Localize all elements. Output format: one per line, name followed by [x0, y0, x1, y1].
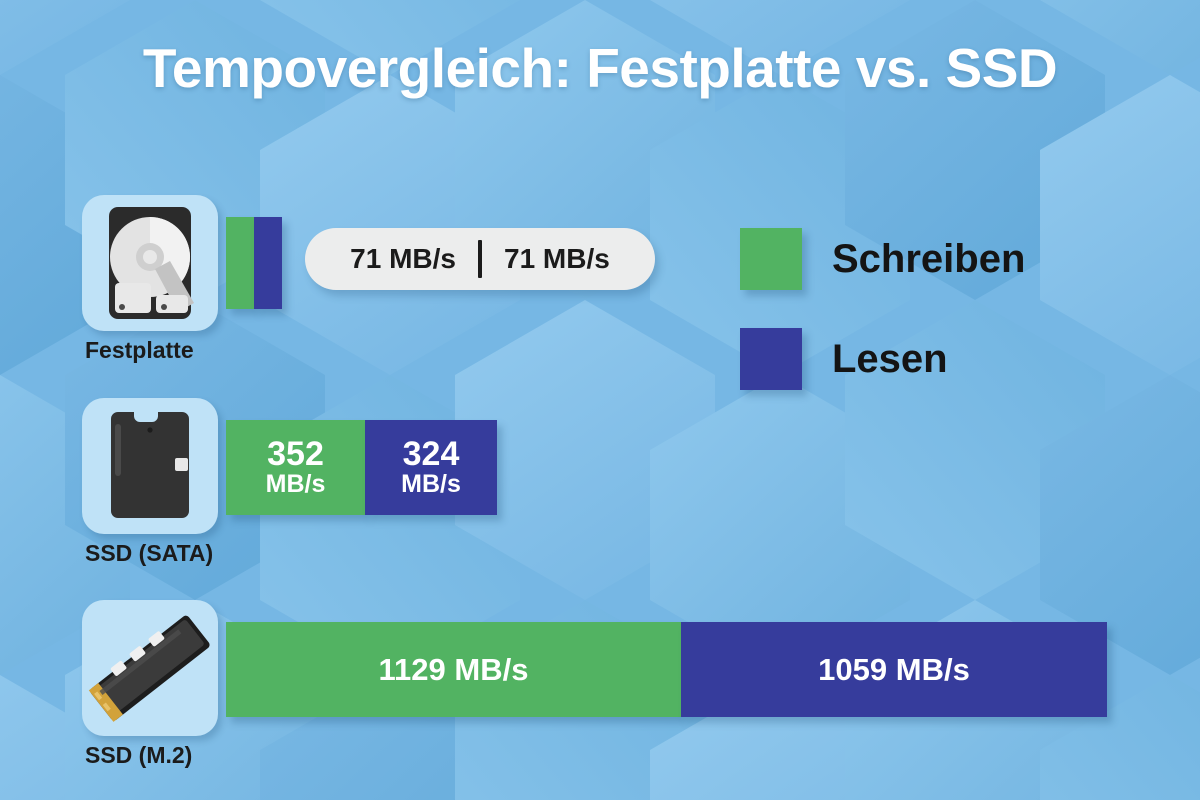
bar-read-unit-ssd-sata: MB/s — [401, 470, 461, 499]
bar-write-label-ssd-m2: 1129 MB/s — [378, 651, 529, 687]
pill-write-value: 71 MB/s — [350, 243, 456, 274]
bar-write-ssd-m2: 1129 MB/s — [226, 622, 681, 717]
bar-read-festplatte — [254, 217, 282, 309]
sata-ssd-icon-tile — [82, 398, 218, 534]
bar-read-ssd-sata: 324 MB/s — [365, 420, 497, 515]
value-pill-festplatte: 71 MB/s 71 MB/s — [305, 228, 655, 290]
bar-write-ssd-sata: 352 MB/s — [226, 420, 365, 515]
bar-read-value-ssd-sata: 324 — [402, 435, 460, 474]
legend-label-schreiben: Schreiben — [832, 236, 1026, 281]
bar-write-festplatte — [226, 217, 254, 309]
blue-square-swatch — [740, 328, 802, 390]
page-title: Tempovergleich: Festplatte vs. SSD — [142, 37, 1058, 99]
legend-item-schreiben: Schreiben — [740, 228, 1025, 290]
pill-read-value: 71 MB/s — [504, 243, 610, 274]
hard-disk-drive-icon — [109, 207, 194, 319]
legend-item-lesen: Lesen — [740, 328, 948, 390]
bar-write-unit-ssd-sata: MB/s — [265, 470, 326, 499]
row-label-ssd-sata: SSD (SATA) — [85, 540, 214, 566]
bar-read-label-ssd-m2: 1059 MB/s — [818, 651, 970, 687]
m2-ssd-icon-tile — [82, 600, 218, 736]
green-square-swatch — [740, 228, 802, 290]
row-label-ssd-m2: SSD (M.2) — [85, 742, 193, 768]
hard-disk-drive-icon-tile — [82, 195, 218, 331]
m2-ssd-icon — [88, 615, 210, 722]
sata-ssd-icon — [111, 412, 189, 518]
bar-read-ssd-m2: 1059 MB/s — [681, 622, 1107, 717]
row-label-festplatte: Festplatte — [85, 337, 194, 363]
pill-divider — [478, 240, 482, 278]
bar-write-value-ssd-sata: 352 — [267, 435, 324, 474]
legend-label-lesen: Lesen — [832, 336, 948, 381]
